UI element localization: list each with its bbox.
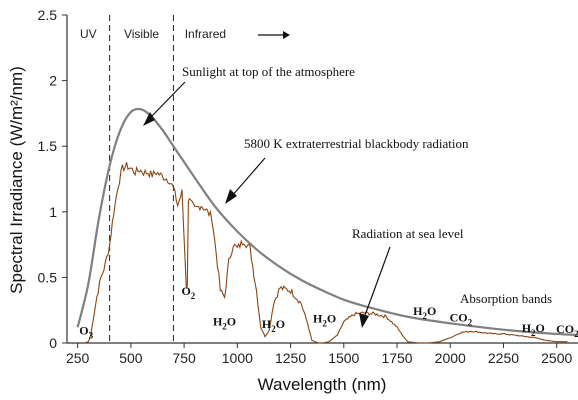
absorption-band-label: H2O [313, 312, 336, 329]
x-tick-label: 2000 [435, 350, 466, 366]
annotation-blackbody: 5800 K extraterrestrial blackbody radiat… [244, 136, 469, 151]
absorption-band-label: CO2 [556, 322, 578, 339]
absorption-band-label: H2O [522, 321, 545, 338]
x-axis-ticks: 250 500 750 1000 1250 1500 1750 2000 2250 2500 [66, 343, 572, 366]
series-layer [76, 107, 578, 344]
annotation-sea-level: Radiation at sea level [352, 226, 464, 241]
y-axis-ticks: 0 0.5 1 1.5 2 2.5 [38, 7, 67, 351]
arrowhead-sea-level [359, 313, 369, 328]
absorption-band-label: H2O [413, 304, 436, 321]
x-tick-label: 2250 [488, 350, 519, 366]
region-dividers [109, 15, 175, 343]
y-tick-label: 0.5 [38, 269, 58, 285]
x-tick-label: 2500 [541, 350, 572, 366]
region-labels: UV Visible Infrared [80, 27, 226, 41]
y-axis-title: Spectral Irradiance (W/m²/nm) [7, 66, 26, 294]
y-tick-label: 2 [49, 73, 57, 89]
absorption-band-label: O2 [181, 284, 195, 301]
absorption-band-label: CO2 [450, 310, 473, 327]
x-tick-label: 500 [119, 350, 143, 366]
x-tick-label: 1750 [381, 350, 412, 366]
x-tick-label: 250 [66, 350, 90, 366]
absorption-band-labels: O3 O2 H2O H2O H2O H2O CO2 H2O CO2 [79, 284, 578, 340]
arrowhead-blackbody [225, 189, 237, 204]
x-tick-label: 1000 [222, 350, 253, 366]
annotation-top-of-atmosphere: Sunlight at top of the atmosphere [182, 64, 355, 79]
region-label: Infrared [185, 27, 226, 41]
y-tick-label: 1.5 [38, 138, 58, 154]
annotation-absorption-bands: Absorption bands [460, 291, 552, 306]
infrared-arrow-head [283, 31, 290, 39]
arrowhead-top-of-atmosphere [143, 112, 155, 126]
x-tick-label: 1500 [328, 350, 359, 366]
y-tick-label: 0 [49, 335, 57, 351]
series-line-sea-level [83, 162, 568, 344]
y-tick-label: 2.5 [38, 7, 58, 23]
arrow-blackbody [231, 157, 266, 197]
y-tick-label: 1 [49, 204, 57, 220]
series-line-blackbody [76, 107, 578, 337]
arrow-top-of-atmosphere [149, 81, 186, 119]
region-label: Visible [124, 27, 159, 41]
absorption-band-label: O3 [79, 323, 93, 340]
absorption-band-label: H2O [262, 317, 285, 334]
x-tick-label: 750 [172, 350, 196, 366]
region-label: UV [80, 27, 97, 41]
absorption-band-label: H2O [213, 314, 236, 331]
arrow-sea-level [363, 246, 391, 319]
x-axis-title: Wavelength (nm) [258, 375, 387, 394]
x-tick-label: 1250 [275, 350, 306, 366]
